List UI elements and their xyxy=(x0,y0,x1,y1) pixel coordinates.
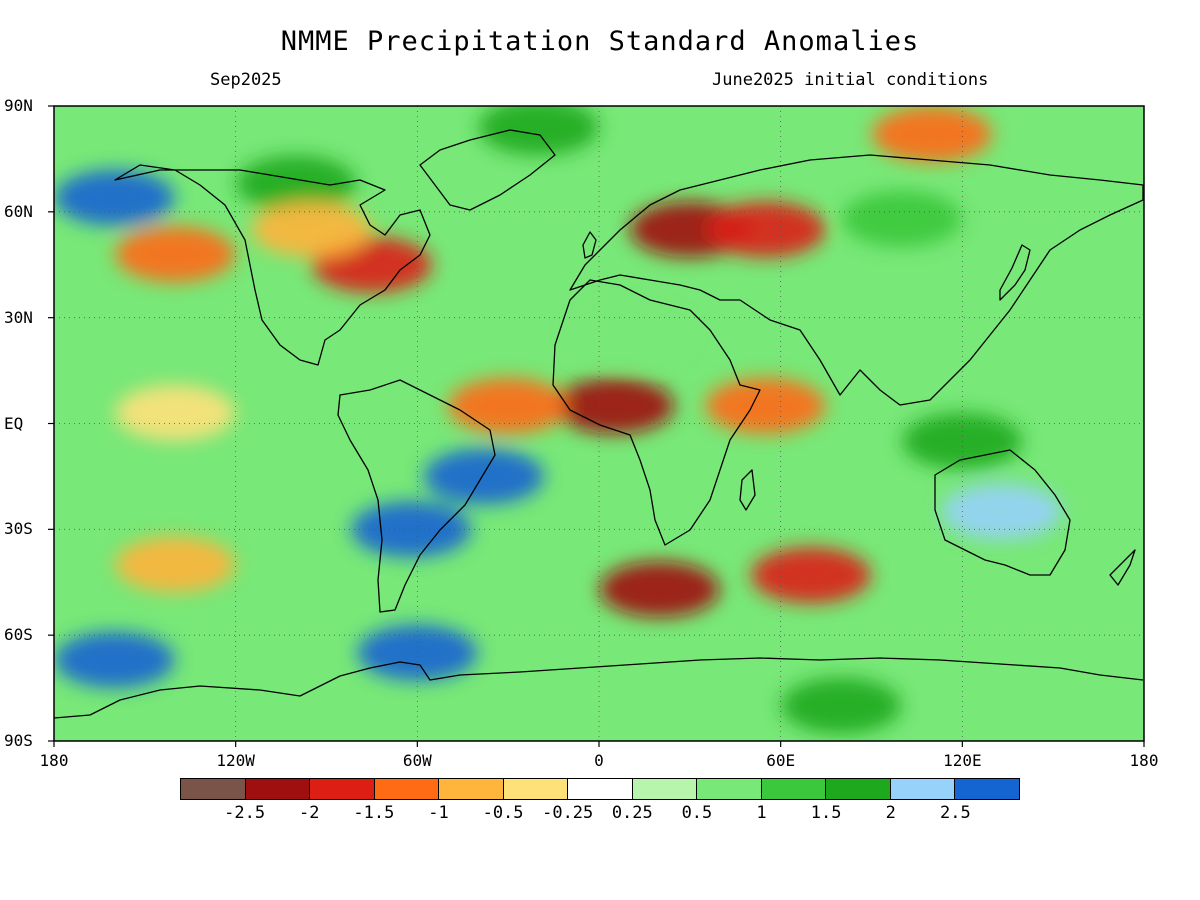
colorbar-label: 0.25 xyxy=(611,803,653,823)
lon-label: 120E xyxy=(943,751,982,770)
colorbar-swatch-11 xyxy=(890,779,956,799)
anomaly-region-12 xyxy=(448,377,569,434)
colorbar-label: 1 xyxy=(756,803,767,823)
anomaly-region-24 xyxy=(781,677,902,734)
anomaly-field xyxy=(54,106,1062,734)
colorbar-swatch-3 xyxy=(374,779,440,799)
anomaly-region-23 xyxy=(357,624,478,681)
colorbar-label: -1 xyxy=(428,803,449,823)
colorbar-label: 2 xyxy=(885,803,896,823)
anomaly-region-6 xyxy=(251,201,372,258)
axis-ticks xyxy=(48,105,1145,747)
colorbar-label: -2.5 xyxy=(224,803,266,823)
map-area xyxy=(54,106,1144,741)
chart-title: NMME Precipitation Standard Anomalies xyxy=(280,26,920,57)
anomaly-region-3 xyxy=(54,169,175,226)
colorbar-swatch-6 xyxy=(568,779,633,799)
anomaly-region-10 xyxy=(569,307,690,364)
coastline-north-america xyxy=(114,164,431,366)
initial-conditions-label: June2025 initial conditions xyxy=(712,70,989,90)
lat-label: 30S xyxy=(4,519,33,539)
coastline-madagascar xyxy=(739,469,756,511)
anomaly-region-14 xyxy=(705,377,826,434)
anomaly-region-20 xyxy=(750,547,871,604)
colorbar-swatch-4 xyxy=(439,779,504,799)
colorbar-label: -0.5 xyxy=(482,803,524,823)
coastline-antarctica xyxy=(54,657,1144,719)
coastline-europe-asia xyxy=(569,154,1144,406)
anomaly-region-13 xyxy=(115,384,236,441)
lon-label: 60W xyxy=(402,751,432,770)
lat-label: 90N xyxy=(4,96,33,115)
anomaly-region-1 xyxy=(872,106,993,163)
anomaly-region-22 xyxy=(54,631,175,688)
colorbar-swatch-12 xyxy=(955,779,1019,799)
lat-label: 30N xyxy=(4,307,33,327)
colorbar-swatch-1 xyxy=(245,779,311,799)
lat-label: 60S xyxy=(4,625,33,645)
colorbar-swatch-2 xyxy=(310,779,375,799)
coastline-japan xyxy=(999,244,1031,301)
anomaly-region-19 xyxy=(599,561,720,618)
anomaly-region-21 xyxy=(115,536,236,593)
lat-label: 90S xyxy=(4,731,33,750)
colorbar-label: -1.5 xyxy=(353,803,395,823)
anomaly-region-11 xyxy=(554,377,675,434)
lat-label: 60N xyxy=(4,201,33,221)
colorbar xyxy=(180,778,1020,800)
anomaly-region-9 xyxy=(841,190,962,247)
colorbar-label: -2 xyxy=(298,803,320,823)
lon-label: 60E xyxy=(766,751,796,770)
colorbar-swatch-5 xyxy=(503,779,569,799)
coastlines xyxy=(54,129,1144,719)
coastline-africa-eurasia xyxy=(552,279,761,546)
coastline-greenland xyxy=(419,129,556,211)
colorbar-label: -0.25 xyxy=(542,803,594,823)
anomaly-region-16 xyxy=(941,483,1062,540)
anomaly-region-5 xyxy=(115,226,236,283)
lat-label: EQ xyxy=(4,413,24,433)
coastline-uk xyxy=(582,231,597,259)
anomaly-region-17 xyxy=(423,448,544,505)
coastline-australia xyxy=(934,449,1071,576)
lon-label: 120W xyxy=(216,751,255,770)
colorbar-swatch-7 xyxy=(632,779,698,799)
colorbar-label: 0.5 xyxy=(681,803,713,823)
colorbar-swatch-0 xyxy=(181,779,246,799)
graticule xyxy=(54,106,1144,741)
colorbar-swatch-9 xyxy=(761,779,827,799)
colorbar-label: 1.5 xyxy=(810,803,842,823)
coastline-south-america xyxy=(337,379,496,613)
colorbar-swatch-8 xyxy=(697,779,762,799)
coastline-new-zealand xyxy=(1109,549,1136,586)
valid-month-label: Sep2025 xyxy=(210,70,282,90)
anomaly-region-2 xyxy=(236,155,357,212)
anomaly-region-0 xyxy=(478,106,599,156)
lon-label: 180 xyxy=(1129,751,1159,770)
colorbar-label: 2.5 xyxy=(940,803,971,823)
anomaly-region-8 xyxy=(705,201,826,258)
lon-label: 0 xyxy=(594,751,604,770)
lon-label: 180 xyxy=(39,751,69,770)
colorbar-swatch-10 xyxy=(826,779,891,799)
